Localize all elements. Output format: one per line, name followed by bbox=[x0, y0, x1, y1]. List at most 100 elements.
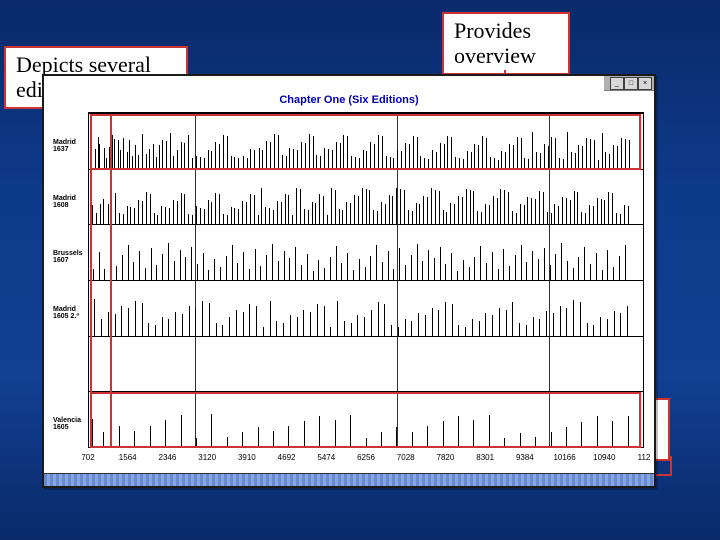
variant-bar bbox=[509, 266, 510, 281]
variant-bar bbox=[359, 259, 360, 281]
variant-bar bbox=[624, 205, 625, 225]
variant-bar bbox=[625, 139, 626, 169]
variant-bar bbox=[389, 195, 390, 225]
variant-bar bbox=[519, 323, 520, 337]
window-max-button[interactable]: □ bbox=[624, 77, 638, 90]
variant-bar bbox=[382, 262, 383, 281]
variant-bar bbox=[139, 251, 140, 281]
variant-bar bbox=[506, 310, 507, 337]
variant-bar bbox=[265, 207, 266, 225]
variant-bar bbox=[600, 317, 601, 337]
variant-bar bbox=[555, 254, 556, 281]
variant-bar bbox=[273, 210, 274, 226]
slide-root: Depicts severaleditions at once Provides… bbox=[0, 0, 720, 540]
variant-bar bbox=[323, 196, 324, 226]
variant-bar bbox=[440, 143, 441, 169]
variant-bar bbox=[505, 152, 506, 169]
variant-bar bbox=[376, 245, 377, 281]
variant-bar bbox=[431, 188, 432, 225]
variant-bar bbox=[386, 156, 387, 170]
variant-bar bbox=[358, 196, 359, 225]
variant-bar bbox=[350, 203, 351, 225]
variant-bar bbox=[134, 208, 135, 225]
variant-bar bbox=[627, 306, 628, 337]
variant-bar bbox=[567, 132, 568, 169]
variant-bar bbox=[503, 249, 504, 281]
variant-bar bbox=[296, 188, 297, 225]
variant-bar bbox=[560, 306, 561, 337]
variant-bar bbox=[363, 150, 364, 170]
variant-bar bbox=[436, 152, 437, 170]
variant-bar bbox=[378, 302, 379, 336]
variant-bar bbox=[309, 134, 310, 169]
variant-bar bbox=[250, 149, 251, 169]
variant-bar bbox=[181, 193, 182, 225]
variant-bar bbox=[471, 152, 472, 170]
variant-bar bbox=[315, 203, 316, 225]
variant-bar bbox=[237, 263, 238, 281]
chart-plot[interactable]: Madrid1637Madrid1608Brussels1607Madrid16… bbox=[88, 112, 644, 448]
variant-bar bbox=[462, 197, 463, 225]
variant-bar bbox=[238, 209, 239, 225]
variant-bar bbox=[156, 265, 157, 281]
variant-bar bbox=[405, 319, 406, 337]
variant-bar bbox=[443, 210, 444, 225]
variant-bar bbox=[578, 145, 579, 170]
variant-bar bbox=[396, 188, 397, 225]
variant-bar bbox=[364, 317, 365, 336]
variant-bar bbox=[278, 135, 279, 169]
variant-bar bbox=[203, 253, 204, 281]
variant-bar bbox=[109, 147, 110, 170]
variant-bar bbox=[115, 193, 116, 225]
app-window: _ □ × Chapter One (Six Editions) Madrid1… bbox=[42, 74, 656, 488]
variant-bar bbox=[553, 313, 554, 336]
variant-bar bbox=[243, 312, 244, 337]
variant-bar bbox=[112, 135, 113, 169]
variant-bar bbox=[297, 150, 298, 170]
variant-bar bbox=[162, 140, 163, 170]
variant-bar bbox=[316, 155, 317, 169]
variant-bar bbox=[621, 138, 622, 170]
variant-bar bbox=[168, 243, 169, 281]
variant-bar bbox=[181, 142, 182, 170]
variant-bar bbox=[492, 315, 493, 336]
variant-bar bbox=[524, 205, 525, 225]
variant-bar bbox=[197, 264, 198, 281]
variant-bar bbox=[272, 244, 273, 281]
variant-bar bbox=[443, 421, 444, 448]
callout-overview: Providesoverview bbox=[442, 12, 570, 75]
variant-bar bbox=[215, 193, 216, 225]
variant-bar bbox=[100, 204, 101, 225]
variant-bar bbox=[246, 202, 247, 225]
variant-bar bbox=[150, 194, 151, 226]
variant-bar bbox=[324, 148, 325, 170]
variant-bar bbox=[570, 200, 571, 226]
chart-track: Madrid1605 2.ª bbox=[89, 280, 643, 337]
variant-bar bbox=[388, 251, 389, 281]
variant-bar bbox=[497, 198, 498, 226]
variant-bar bbox=[256, 306, 257, 336]
variant-bar bbox=[104, 148, 105, 169]
variant-bar bbox=[110, 259, 111, 281]
variant-bar bbox=[196, 438, 197, 448]
variant-bar bbox=[310, 312, 311, 337]
variant-bar bbox=[513, 145, 514, 169]
variant-bar bbox=[604, 200, 605, 225]
chart-track bbox=[89, 336, 643, 393]
variant-bar bbox=[138, 200, 139, 226]
variant-bar bbox=[504, 438, 505, 448]
variant-bar bbox=[580, 302, 581, 336]
variant-bar bbox=[444, 144, 445, 169]
window-min-button[interactable]: _ bbox=[610, 77, 624, 90]
variant-bar bbox=[307, 254, 308, 281]
variant-bar bbox=[128, 308, 129, 336]
variant-bar bbox=[540, 153, 541, 170]
variant-bar bbox=[161, 206, 162, 225]
window-close-button[interactable]: × bbox=[638, 77, 652, 90]
variant-bar bbox=[289, 148, 290, 170]
variant-bar bbox=[472, 319, 473, 337]
variant-bar bbox=[520, 204, 521, 225]
variant-bar bbox=[317, 304, 318, 336]
variant-bar bbox=[227, 136, 228, 169]
variant-bar bbox=[354, 195, 355, 225]
